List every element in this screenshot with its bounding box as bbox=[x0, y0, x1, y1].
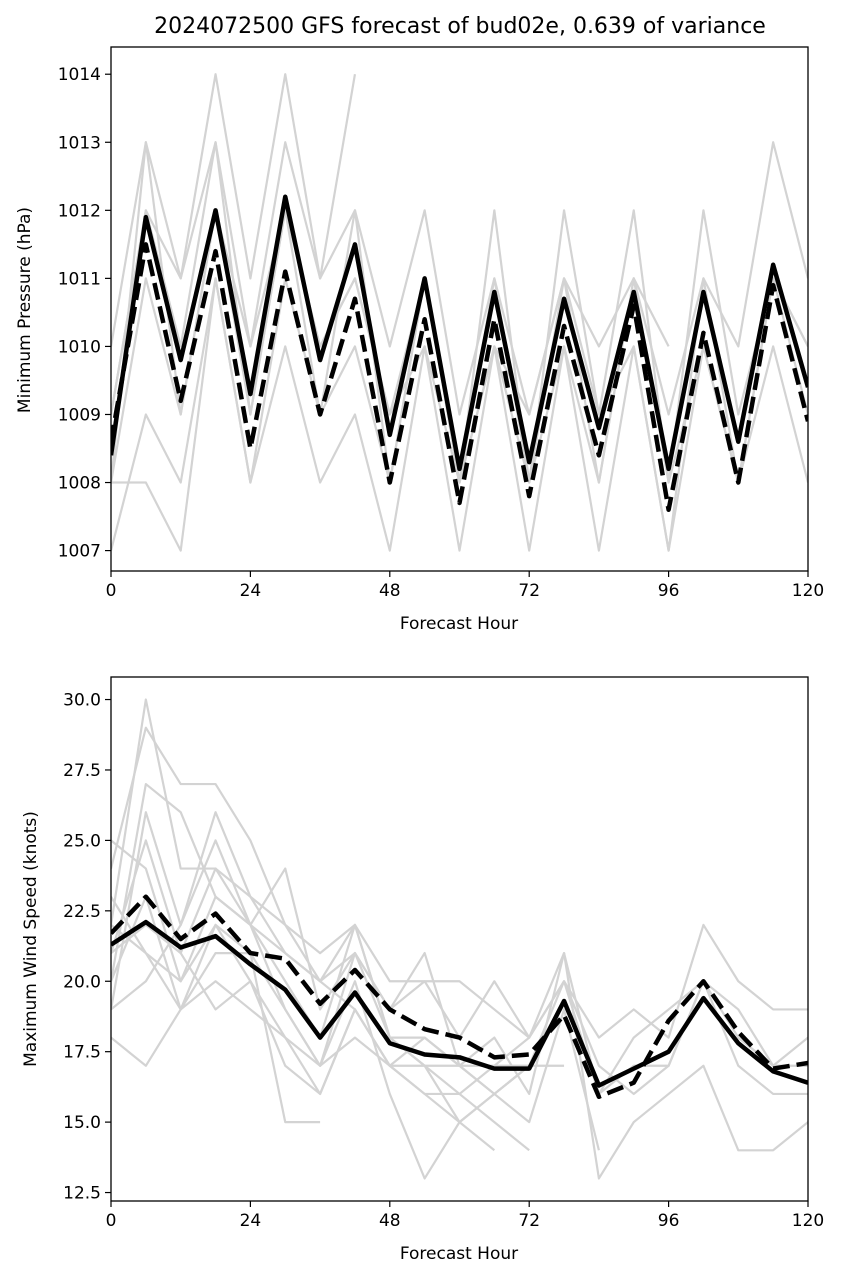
wind-ensemble-member-11 bbox=[111, 895, 808, 1096]
wind-y-tick-label: 17.5 bbox=[63, 1043, 101, 1063]
wind-deterministic-line bbox=[111, 894, 808, 1100]
wind-ensemble-member-2 bbox=[111, 726, 808, 1039]
wind-ensemble-mean-line bbox=[111, 919, 808, 1088]
pressure-y-tick-label: 1014 bbox=[58, 65, 101, 85]
pressure-deterministic-line bbox=[111, 242, 808, 512]
pressure-axes-frame bbox=[110, 46, 809, 572]
wind-x-tick-label: 0 bbox=[106, 1211, 117, 1231]
pressure-x-axis-label: Forecast Hour bbox=[400, 614, 518, 634]
pressure-x-tick-label: 96 bbox=[658, 581, 680, 601]
pressure-lines bbox=[111, 73, 808, 552]
pressure-y-tick-label: 1009 bbox=[58, 405, 101, 425]
wind-x-tick-label: 96 bbox=[658, 1211, 680, 1231]
pressure-y-tick-label: 1008 bbox=[58, 474, 101, 494]
pressure-chart-title: 2024072500 GFS forecast of bud02e, 0.639… bbox=[154, 14, 766, 39]
pressure-y-tick-label: 1011 bbox=[58, 269, 101, 289]
pressure-y-tick-label: 1013 bbox=[58, 133, 101, 153]
wind-chart: 0 24 48 72 96 120 12.5 15.0 17.5 20.0 22.5 25.0 27.5… bbox=[21, 676, 824, 1264]
wind-x-tick-label: 24 bbox=[240, 1211, 262, 1231]
pressure-chart: 2024072500 GFS forecast of bud02e, 0.639… bbox=[15, 14, 824, 634]
wind-ensemble-member-9 bbox=[111, 923, 600, 1151]
wind-y-tick-label: 25.0 bbox=[63, 831, 101, 851]
pressure-x-tick-label: 0 bbox=[106, 581, 117, 601]
wind-x-tick-label: 72 bbox=[518, 1211, 540, 1231]
pressure-x-tick-label: 120 bbox=[792, 581, 824, 601]
pressure-y-tick-label: 1012 bbox=[58, 201, 101, 221]
wind-y-tick-label: 20.0 bbox=[63, 972, 101, 992]
pressure-x-tick-label: 48 bbox=[379, 581, 401, 601]
wind-y-tick-label: 27.5 bbox=[63, 761, 101, 781]
wind-x-axis-label: Forecast Hour bbox=[400, 1244, 518, 1264]
wind-x-tick-label: 120 bbox=[792, 1211, 824, 1231]
pressure-y-axis-label: Minimum Pressure (hPa) bbox=[15, 207, 35, 413]
pressure-x-tick-label: 72 bbox=[518, 581, 540, 601]
wind-axes-frame bbox=[110, 676, 809, 1202]
pressure-x-tick-label: 24 bbox=[240, 581, 262, 601]
pressure-ensemble-member-1 bbox=[111, 73, 808, 416]
pressure-y-tick-label: 1007 bbox=[58, 542, 101, 562]
wind-y-tick-label: 12.5 bbox=[63, 1184, 101, 1204]
pressure-ensemble-mean-line bbox=[111, 194, 808, 472]
wind-y-tick-label: 22.5 bbox=[63, 902, 101, 922]
wind-lines bbox=[111, 698, 808, 1180]
wind-x-tick-label: 48 bbox=[379, 1211, 401, 1231]
pressure-y-tick-label: 1010 bbox=[58, 337, 101, 357]
wind-y-tick-label: 15.0 bbox=[63, 1113, 101, 1133]
wind-y-axis-label: Maximum Wind Speed (knots) bbox=[21, 811, 41, 1067]
wind-y-tick-label: 30.0 bbox=[63, 691, 101, 711]
